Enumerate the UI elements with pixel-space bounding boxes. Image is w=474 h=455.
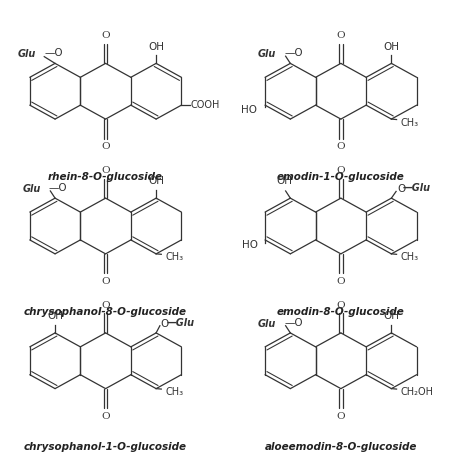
Text: CH₃: CH₃ <box>401 253 419 263</box>
Text: Glu: Glu <box>18 50 36 60</box>
Text: emodin-8-O-glucoside: emodin-8-O-glucoside <box>277 307 405 317</box>
Text: Glu: Glu <box>23 184 41 194</box>
Text: —O: —O <box>45 48 64 58</box>
Text: COOH: COOH <box>191 100 220 110</box>
Text: HO: HO <box>242 240 258 250</box>
Text: OH: OH <box>148 177 164 187</box>
Text: O: O <box>397 184 405 194</box>
Text: O: O <box>161 319 169 329</box>
Text: O: O <box>337 301 345 310</box>
Text: OH: OH <box>383 311 400 321</box>
Text: CH₃: CH₃ <box>165 253 183 263</box>
Text: OH: OH <box>148 42 164 52</box>
Text: CH₃: CH₃ <box>165 387 183 397</box>
Text: emodin-1-O-glucoside: emodin-1-O-glucoside <box>277 172 405 182</box>
Text: O: O <box>101 31 110 40</box>
Text: OH: OH <box>277 177 292 187</box>
Text: O: O <box>101 142 110 151</box>
Text: —Glu: —Glu <box>167 318 195 328</box>
Text: —Glu: —Glu <box>403 183 431 193</box>
Text: Glu: Glu <box>258 319 276 329</box>
Text: OH: OH <box>383 42 400 52</box>
Text: OH: OH <box>47 311 63 321</box>
Text: CH₂OH: CH₂OH <box>401 387 434 397</box>
Text: O: O <box>337 412 345 421</box>
Text: O: O <box>101 166 110 175</box>
Text: aloeemodin-8-O-glucoside: aloeemodin-8-O-glucoside <box>264 442 417 452</box>
Text: O: O <box>337 142 345 151</box>
Text: —O: —O <box>49 183 68 193</box>
Text: O: O <box>101 277 110 286</box>
Text: O: O <box>337 31 345 40</box>
Text: —O: —O <box>284 48 303 58</box>
Text: —O: —O <box>284 318 303 328</box>
Text: chrysophanol-8-O-glucoside: chrysophanol-8-O-glucoside <box>24 307 187 317</box>
Text: O: O <box>101 412 110 421</box>
Text: O: O <box>337 277 345 286</box>
Text: rhein-8-O-glucoside: rhein-8-O-glucoside <box>48 172 163 182</box>
Text: chrysophanol-1-O-glucoside: chrysophanol-1-O-glucoside <box>24 442 187 452</box>
Text: Glu: Glu <box>258 50 276 60</box>
Text: O: O <box>337 166 345 175</box>
Text: CH₃: CH₃ <box>401 118 419 128</box>
Text: HO: HO <box>241 105 257 115</box>
Text: O: O <box>101 301 110 310</box>
